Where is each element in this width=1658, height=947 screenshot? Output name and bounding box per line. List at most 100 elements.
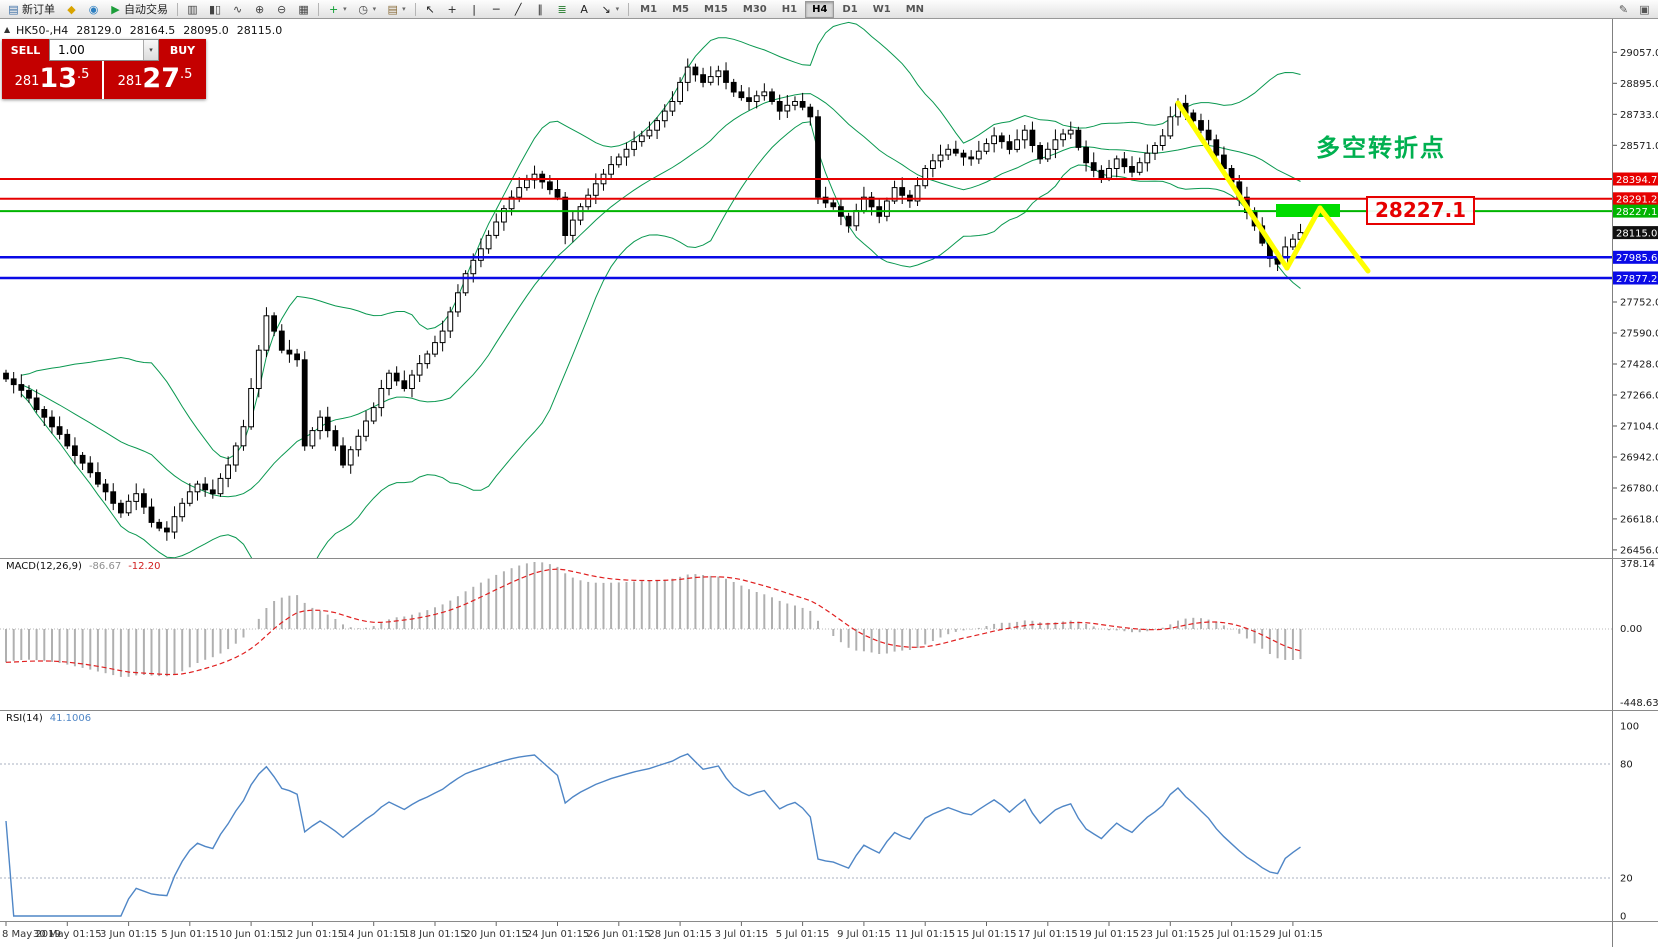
axis-price-label: 28733.0 <box>1620 110 1658 121</box>
candle-body <box>340 445 346 466</box>
horizontal-line-button[interactable]: ─ <box>486 1 507 18</box>
yellow-trendline[interactable] <box>1317 205 1371 274</box>
candle-body <box>1136 162 1143 173</box>
candle-body <box>286 349 293 355</box>
time-axis-label: 29 Jul 01:15 <box>1263 929 1323 940</box>
candle-body <box>225 464 231 479</box>
price-badge-label: 27985.6 <box>1616 253 1657 264</box>
sell-button[interactable]: SELL <box>2 39 49 61</box>
mql5-community-button[interactable]: ◉ <box>83 1 104 18</box>
candle-body <box>125 500 132 514</box>
candle-body <box>1090 162 1097 171</box>
volume-field[interactable]: 1.00 ▾ <box>49 39 159 61</box>
candle-body <box>807 106 814 118</box>
pencil-icon: ✎ <box>1618 2 1629 16</box>
candle-body <box>1113 158 1120 169</box>
candle-body <box>416 363 423 376</box>
volume-value[interactable]: 1.00 <box>58 43 85 57</box>
toolbar-separator <box>177 2 178 16</box>
crosshair-button[interactable]: + <box>442 1 463 18</box>
candle-body <box>638 135 645 143</box>
candle-body <box>202 483 209 491</box>
candle-body <box>569 219 576 236</box>
line-chart-button[interactable]: ∿ <box>227 1 248 18</box>
rsi-axis-label: 20 <box>1620 874 1633 885</box>
yellow-trendline[interactable] <box>1175 100 1290 271</box>
vertical-line-button[interactable]: | <box>464 1 485 18</box>
candle-body <box>309 430 316 447</box>
candle-body <box>1144 152 1151 164</box>
candle-body <box>317 416 324 432</box>
timeframe-m30[interactable]: M30 <box>742 3 767 15</box>
timeframe-m1[interactable]: M1 <box>640 3 658 15</box>
tile-windows-button[interactable]: ▦ <box>293 1 314 18</box>
text-button[interactable]: A <box>574 1 595 18</box>
cursor-button[interactable]: ↖ <box>420 1 441 18</box>
timeframe-m5[interactable]: M5 <box>672 3 690 15</box>
bar-chart-button[interactable]: ▥ <box>182 1 203 18</box>
dropdown-arrow-icon[interactable]: ▾ <box>402 5 406 13</box>
candle-body <box>294 353 301 361</box>
annotation-turning-point-text[interactable]: 多空转折点 <box>1316 134 1446 162</box>
toolbar-right-icons: ✎ ▣ <box>1613 1 1655 18</box>
trendline-button[interactable]: ╱ <box>508 1 529 18</box>
arrows-button[interactable]: ↘ ▾ <box>596 1 625 18</box>
sell-price-button[interactable]: 281 13 .5 <box>2 61 104 99</box>
candle-body <box>1167 116 1174 137</box>
dropdown-arrow-icon[interactable]: ▾ <box>343 5 347 13</box>
volume-dropdown-icon[interactable]: ▾ <box>143 40 158 60</box>
candle-body <box>661 110 668 122</box>
candle-body <box>769 91 775 103</box>
dropdown-arrow-icon[interactable]: ▾ <box>615 5 620 13</box>
timeframe-h1[interactable]: H1 <box>781 3 798 15</box>
autotrading-button[interactable]: ▶ 自动交易 <box>105 1 173 18</box>
buy-price-button[interactable]: 281 27 .5 <box>104 61 206 99</box>
candle-body <box>592 183 599 196</box>
templates-button[interactable]: ▤ ▾ <box>382 1 411 18</box>
periods-button[interactable]: ◷ ▾ <box>353 1 382 18</box>
toolbar-button-label: 新订单 <box>22 3 55 16</box>
line-chart-icon: ∿ <box>233 2 243 16</box>
price-badge-label: 28227.1 <box>1616 207 1657 218</box>
candle-body <box>102 483 109 493</box>
candle-body <box>922 168 929 187</box>
rsi-line <box>5 753 1301 917</box>
timeframe-m15[interactable]: M15 <box>704 3 728 15</box>
price-badge-label: 28115.0 <box>1616 228 1657 239</box>
pencil-button[interactable]: ✎ <box>1613 1 1634 18</box>
buy-button[interactable]: BUY <box>159 39 206 61</box>
timeframe-d1[interactable]: D1 <box>842 3 858 15</box>
candle-body <box>968 156 975 160</box>
metaeditor-button[interactable]: ◆ <box>61 1 82 18</box>
trade-panel-toggle[interactable]: ▲ <box>4 25 11 34</box>
zoom-in-button[interactable]: ⊕ <box>249 1 270 18</box>
candle-body <box>1029 129 1036 146</box>
zoom-out-button[interactable]: ⊖ <box>271 1 292 18</box>
candle-body <box>1159 135 1166 146</box>
low-value: 28095.0 <box>183 24 229 37</box>
fibonacci-button[interactable]: ≣ <box>552 1 573 18</box>
timeframe-h4[interactable]: H4 <box>805 0 835 18</box>
profile-button[interactable]: ▣ <box>1634 1 1655 18</box>
green-highlight-rect[interactable] <box>1276 204 1340 217</box>
annotation-price-callout[interactable]: 28227.1 <box>1366 196 1476 225</box>
horizontal-line-icon: ─ <box>492 2 500 16</box>
timeframe-mn[interactable]: MN <box>905 3 925 15</box>
dropdown-arrow-icon[interactable]: ▾ <box>372 5 377 13</box>
candle-body <box>370 407 377 422</box>
channel-button[interactable]: ∥ <box>530 1 551 18</box>
axis-price-label: 27428.0 <box>1620 360 1658 371</box>
timeframe-w1[interactable]: W1 <box>872 3 891 15</box>
axis-price-label: 27590.0 <box>1620 329 1658 340</box>
candle-body <box>18 384 25 391</box>
yellow-trendline[interactable] <box>1284 205 1323 271</box>
time-axis-label: 5 Jul 01:15 <box>776 929 830 940</box>
indicators-button[interactable]: + ▾ <box>323 1 352 18</box>
new-order-button[interactable]: ▤ 新订单 <box>3 1 60 18</box>
rsi-axis-label: 80 <box>1620 760 1633 771</box>
candle-body <box>998 135 1005 143</box>
candlestick-chart-button[interactable]: ▮▯ <box>204 1 226 18</box>
candle-body <box>79 454 86 464</box>
candle-body <box>761 91 768 97</box>
